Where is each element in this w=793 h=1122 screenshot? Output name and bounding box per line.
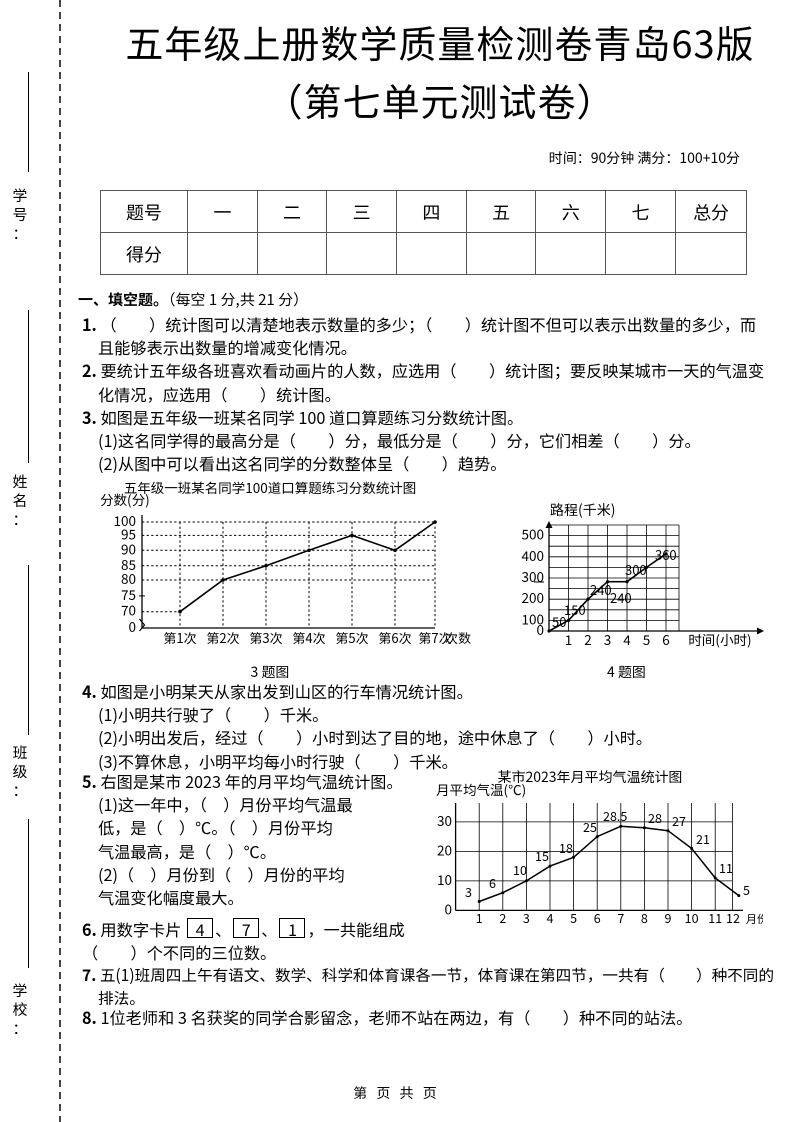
svg-text:第5次: 第5次 [335, 628, 368, 647]
svg-text:10: 10 [437, 869, 452, 889]
svg-text:5: 5 [743, 880, 750, 899]
svg-text:5: 5 [643, 629, 651, 649]
svg-text:25: 25 [583, 817, 597, 836]
svg-text:100: 100 [522, 608, 544, 628]
svg-text:10: 10 [513, 860, 527, 879]
svg-text:360: 360 [655, 545, 677, 564]
svg-text:30: 30 [437, 810, 452, 830]
svg-text:150: 150 [564, 600, 586, 619]
svg-text:第1次: 第1次 [163, 628, 196, 647]
svg-text:18: 18 [559, 838, 573, 857]
svg-text:2: 2 [584, 629, 592, 649]
svg-text:第4次: 第4次 [292, 628, 325, 647]
svg-text:路程(千米): 路程(千米) [550, 500, 615, 520]
svg-text:3: 3 [604, 629, 612, 649]
svg-text:200: 200 [522, 587, 544, 607]
svg-text:第3次: 第3次 [249, 628, 282, 647]
svg-text:11: 11 [719, 858, 733, 877]
svg-text:4: 4 [623, 629, 631, 649]
svg-text:240: 240 [610, 588, 632, 607]
svg-text:27: 27 [672, 811, 686, 830]
svg-text:0: 0 [445, 898, 453, 918]
svg-text:月平均气温(℃): 月平均气温(℃) [436, 783, 526, 799]
svg-text:500: 500 [522, 524, 544, 544]
svg-text:第6次: 第6次 [378, 628, 411, 647]
svg-text:28.5: 28.5 [603, 806, 627, 825]
svg-text:400: 400 [522, 545, 544, 565]
svg-text:时间(小时): 时间(小时) [688, 629, 751, 649]
svg-text:21: 21 [696, 829, 710, 848]
svg-text:300: 300 [522, 566, 544, 586]
svg-text:第2次: 第2次 [206, 628, 239, 647]
svg-text:240: 240 [590, 580, 612, 599]
svg-text:20: 20 [437, 839, 452, 859]
svg-text:28: 28 [648, 808, 662, 827]
svg-text:15: 15 [535, 846, 549, 865]
svg-text:6: 6 [662, 629, 670, 649]
svg-text:6: 6 [489, 873, 496, 892]
svg-text:分数(分): 分数(分) [100, 489, 150, 509]
svg-text:3: 3 [465, 882, 472, 901]
svg-text:1: 1 [565, 629, 573, 649]
svg-text:300: 300 [625, 560, 647, 579]
svg-text:0: 0 [129, 616, 137, 636]
